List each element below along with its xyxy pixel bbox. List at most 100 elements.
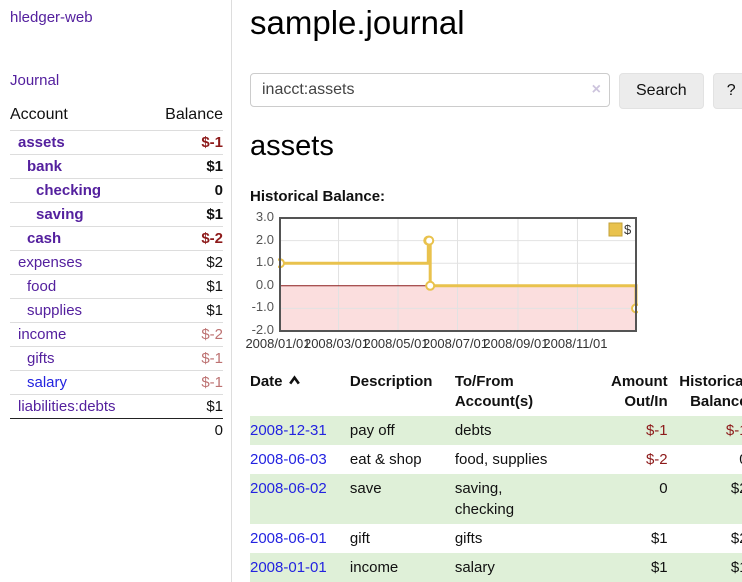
register-header-row: Date Description To/From Account(s) Amou… <box>250 370 742 416</box>
journal-nav: Journal <box>10 72 223 89</box>
account-row: expenses $2 <box>10 250 223 275</box>
brand: hledger-web <box>10 9 223 26</box>
account-link-checking[interactable]: checking <box>36 182 102 199</box>
date-column-header[interactable]: Date <box>250 370 350 416</box>
account-row: salary $-1 <box>10 370 223 395</box>
transaction-amount: $-1 <box>599 415 670 445</box>
accounts-header-row: Account Balance <box>10 106 223 131</box>
account-link-assets[interactable]: assets <box>18 134 65 151</box>
accounts-total-row: 0 <box>10 418 223 442</box>
transaction-date-link[interactable]: 2008-06-01 <box>250 529 327 547</box>
transaction-date-link[interactable]: 2008-06-03 <box>250 450 327 468</box>
x-axis-tick-label: 2008/09/01 <box>483 336 549 351</box>
account-link-food[interactable]: food <box>27 278 57 295</box>
clear-search-icon[interactable]: × <box>591 81 601 98</box>
transaction-description: income <box>349 552 455 582</box>
description-column-header: Description <box>349 373 433 390</box>
account-row: food $1 <box>10 274 223 299</box>
transaction-description: gift <box>349 529 370 547</box>
account-link-salary[interactable]: salary <box>27 374 68 391</box>
transaction-date-link[interactable]: 2008-06-01 <box>250 524 350 553</box>
account-row: gifts $-1 <box>10 346 223 371</box>
account-link-saving[interactable]: saving <box>36 206 84 223</box>
transaction-accounts: saving, checking <box>454 473 600 524</box>
account-heading: assets <box>250 130 334 162</box>
transaction-balance: $2 <box>669 473 742 524</box>
historical-balance-chart[interactable]: $3.0 2.0 1.0 0.0 -1.0 -2.0 2008/01/01 2008/03/0… <box>245 209 742 354</box>
account-link-expenses[interactable]: expenses <box>18 254 83 271</box>
account-link-income[interactable]: income <box>18 326 67 343</box>
account-balance: $-1 <box>147 370 223 395</box>
account-link-liabilities-debts[interactable]: liabilities:debts <box>18 398 116 415</box>
transaction-description: eat & shop <box>349 450 422 468</box>
page-title: sample.journal <box>250 4 465 41</box>
search-input[interactable] <box>250 73 610 107</box>
y-axis-tick-label: 0.0 <box>255 276 274 292</box>
x-axis-tick-label: 2008/05/01 <box>363 336 429 351</box>
transaction-date-link[interactable]: 2008-06-02 <box>250 479 327 497</box>
transaction-description: pay off <box>349 415 455 445</box>
transaction-amount: $1 <box>650 529 668 547</box>
chart-title: Historical Balance: <box>250 188 386 205</box>
register-row[interactable]: 2008-06-01 gift gifts $1 $2 <box>250 524 742 553</box>
account-row: bank $1 <box>10 154 223 179</box>
transaction-date-link[interactable]: 2008-01-01 <box>250 558 327 576</box>
transaction-date-link[interactable]: 2008-06-02 <box>250 473 350 524</box>
sidebar: hledger-web Journal Account Balance asse… <box>0 0 232 582</box>
account-balance: $-2 <box>147 322 223 347</box>
accounts-table: Account Balance assets $-1 bank $1 checking 0… <box>10 106 223 442</box>
y-axis-tick-label: 1.0 <box>255 254 274 270</box>
chart-plot[interactable]: $ <box>278 216 638 333</box>
journal-link[interactable]: Journal <box>10 72 60 89</box>
account-row: cash $-2 <box>10 226 223 251</box>
transaction-date-link[interactable]: 2008-12-31 <box>250 415 350 445</box>
account-balance: $-2 <box>147 226 223 251</box>
transaction-accounts: salary <box>454 552 600 582</box>
account-link-bank[interactable]: bank <box>27 158 63 175</box>
account-balance: $1 <box>147 274 223 299</box>
transaction-amount: $-2 <box>645 450 668 468</box>
account-balance: $-1 <box>147 130 223 155</box>
account-column-header: Account <box>10 106 68 123</box>
account-link-gifts[interactable]: gifts <box>27 350 55 367</box>
chart-legend-label: $ <box>624 222 632 237</box>
transaction-date-link[interactable]: 2008-12-31 <box>250 421 327 439</box>
transaction-date-link[interactable]: 2008-01-01 <box>250 552 350 582</box>
transaction-amount: 0 <box>599 473 670 524</box>
account-link-supplies[interactable]: supplies <box>27 302 83 319</box>
help-button[interactable]: ? <box>712 73 742 109</box>
y-axis-tick-label: 2.0 <box>255 231 274 247</box>
x-axis-tick-label: 2008/11/01 <box>543 336 608 351</box>
x-axis-tick-label: 2008/01/01 <box>245 336 311 351</box>
account-row: supplies $1 <box>10 298 223 323</box>
transaction-balance: $-1 <box>669 415 742 445</box>
account-link-cash[interactable]: cash <box>27 230 62 247</box>
account-balance: 0 <box>147 178 223 203</box>
hledger-web-link[interactable]: hledger-web <box>10 9 93 26</box>
x-axis-tick-label: 2008/03/01 <box>303 336 370 351</box>
transaction-balance: 0 <box>670 445 742 474</box>
sort-ascending-icon <box>288 372 301 392</box>
register-row[interactable]: 2008-06-03 eat & shop food, supplies $-20 <box>250 445 742 474</box>
search-button[interactable]: Search <box>619 73 704 109</box>
transaction-accounts: gifts <box>454 529 483 547</box>
transaction-balance: $1 <box>669 552 742 582</box>
y-axis-tick-label: 3.0 <box>255 209 274 224</box>
account-row: checking 0 <box>10 178 223 203</box>
account-balance: $1 <box>147 298 223 323</box>
transaction-date-link[interactable]: 2008-06-03 <box>250 445 350 474</box>
account-row: income $-2 <box>10 322 223 347</box>
account-row: assets $-1 <box>10 130 223 155</box>
accounts-total-value: 0 <box>147 418 223 442</box>
account-balance: $1 <box>147 202 223 227</box>
main-content: sample.journal × Search ? assets Histori… <box>232 0 742 582</box>
amount-column-header: Amount Out/In <box>610 373 668 411</box>
transaction-amount: $1 <box>599 552 670 582</box>
balance-column-header: Balance <box>165 106 223 123</box>
accounts-column-header: To/From Account(s) <box>454 373 534 411</box>
account-balance: $1 <box>147 154 223 179</box>
balance-column-header-register: Historical Balance <box>679 373 742 411</box>
